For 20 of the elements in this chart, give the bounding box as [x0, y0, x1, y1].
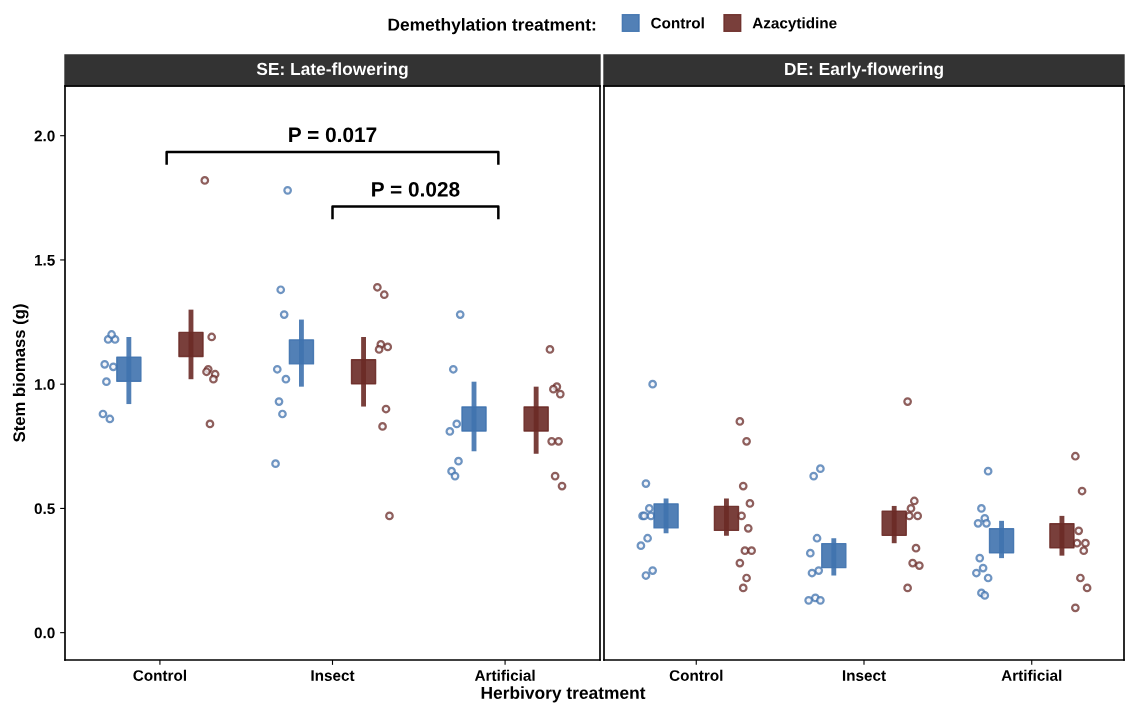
legend-title: Demethylation treatment: [388, 18, 596, 35]
y-tick-label: 1.0 [35, 379, 55, 390]
x-tick-label: Insect [311, 670, 355, 681]
x-tick-label: Artificial [474, 669, 535, 681]
y-tick-label: 1.5 [35, 254, 55, 266]
y-tick-label: 0.0 [34, 627, 55, 639]
y-tick-label: 2.0 [34, 130, 55, 142]
annotation: P = 0.017 [289, 127, 377, 143]
annotation: P = 0.028 [372, 181, 460, 197]
x-axis-title: Herbivory treatment [481, 686, 646, 703]
x-tick-label: Control [133, 669, 186, 681]
x-tick-label: Artificial [1001, 669, 1062, 681]
y-tick-label: 0.5 [34, 503, 55, 515]
x-tick-label: Insect [842, 670, 886, 681]
chart-title: DE: Early-flowering [785, 62, 943, 79]
y-axis-title: Stem biomass (g) [12, 304, 29, 442]
x-tick-label: Control [669, 669, 723, 681]
legend-label: Control [651, 17, 704, 29]
chart-title: SE: Late-flowering [256, 62, 408, 79]
legend-label: Azacytidine [752, 17, 837, 32]
